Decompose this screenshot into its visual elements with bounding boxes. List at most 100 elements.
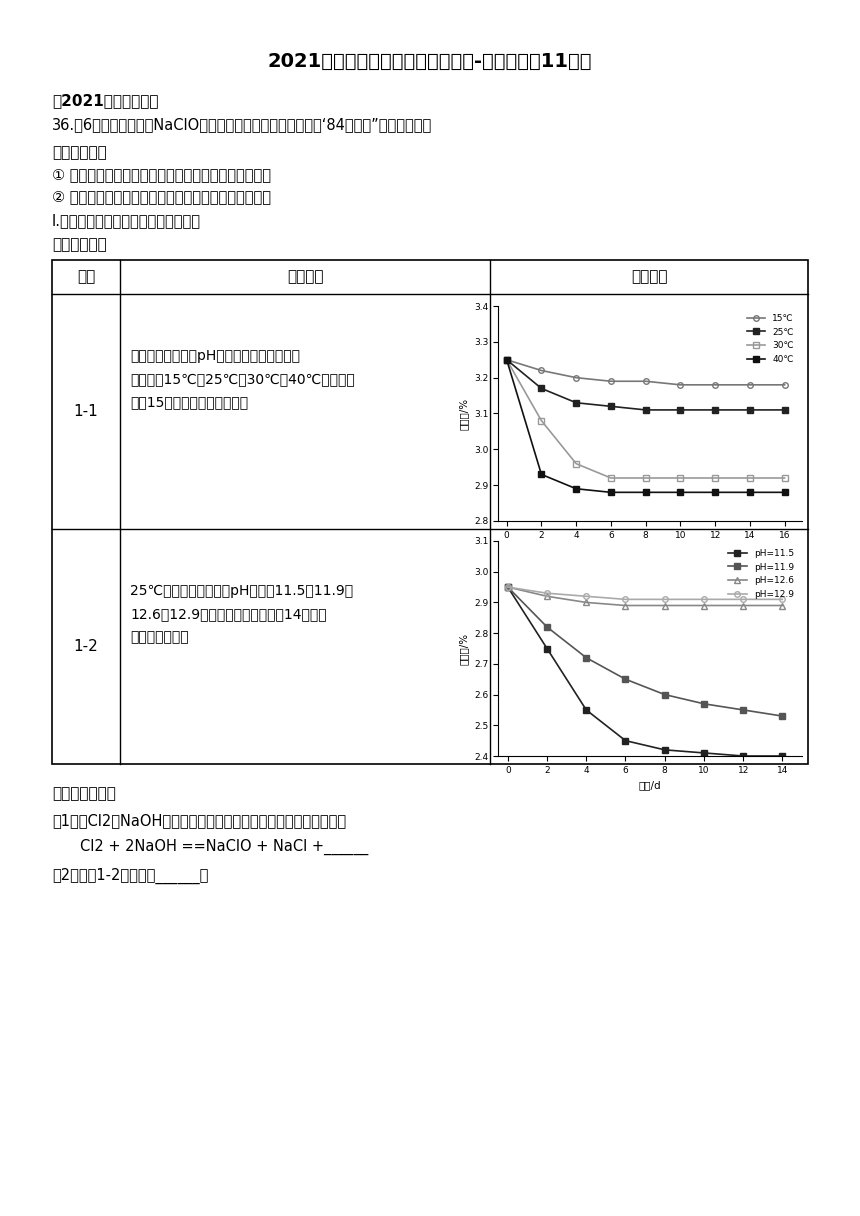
25℃ xyxy=(605,399,616,413)
15℃ xyxy=(537,364,547,378)
Text: ① 有效氯含量可用来衡量含氯消毒剂的消毒灰菌能力。: ① 有效氯含量可用来衡量含氯消毒剂的消毒灰菌能力。 xyxy=(52,167,271,182)
25℃ xyxy=(675,402,685,417)
pH=11.5 xyxy=(660,743,670,758)
pH=12.6 xyxy=(502,580,513,595)
15℃ xyxy=(779,377,789,392)
15℃ xyxy=(571,371,581,385)
X-axis label: 时间/d: 时间/d xyxy=(639,545,661,556)
40℃ xyxy=(779,485,789,500)
pH=11.9 xyxy=(699,697,710,711)
Text: ② 次氯酸钓不稳定，易分解，会导致有效氯含量降低。: ② 次氯酸钓不稳定，易分解，会导致有效氯含量降低。 xyxy=(52,188,271,204)
30℃ xyxy=(501,353,512,367)
pH=11.9 xyxy=(660,687,670,702)
40℃ xyxy=(605,485,616,500)
15℃ xyxy=(605,375,616,389)
40℃ xyxy=(675,485,685,500)
15℃ xyxy=(641,375,651,389)
30℃ xyxy=(675,471,685,485)
pH=11.9 xyxy=(542,620,552,635)
Text: 1-2: 1-2 xyxy=(74,638,98,654)
pH=11.9 xyxy=(581,651,592,665)
pH=12.6 xyxy=(660,598,670,613)
Line: pH=11.5: pH=11.5 xyxy=(505,585,785,759)
Legend: 15℃, 25℃, 30℃, 40℃: 15℃, 25℃, 30℃, 40℃ xyxy=(743,310,797,367)
Text: 在温度为15℃、25℃、30℃、40℃条件下，: 在温度为15℃、25℃、30℃、40℃条件下， xyxy=(130,372,354,385)
30℃ xyxy=(537,413,547,428)
pH=11.5 xyxy=(777,749,788,764)
pH=12.9 xyxy=(502,580,513,595)
Text: 「查阅资料」: 「查阅资料」 xyxy=(52,145,107,161)
40℃ xyxy=(745,485,755,500)
pH=12.6 xyxy=(581,595,592,609)
Text: 25℃时，取相同体积，pH分别为11.5、11.9、: 25℃时，取相同体积，pH分别为11.5、11.9、 xyxy=(130,584,353,598)
Line: 25℃: 25℃ xyxy=(504,358,788,412)
Text: 实验结果: 实验结果 xyxy=(630,270,667,285)
Line: 40℃: 40℃ xyxy=(504,358,788,495)
15℃ xyxy=(675,377,685,392)
25℃ xyxy=(745,402,755,417)
Text: 取相同体积、相同pH的次氯酸钓溶液，分别: 取相同体积、相同pH的次氯酸钓溶液，分别 xyxy=(130,349,300,364)
pH=12.9 xyxy=(660,592,670,607)
pH=11.9 xyxy=(738,703,748,717)
pH=12.9 xyxy=(738,592,748,607)
pH=12.9 xyxy=(581,589,592,603)
Y-axis label: 有效氯/%: 有效氯/% xyxy=(458,632,469,665)
pH=11.5 xyxy=(620,733,630,748)
Line: 15℃: 15℃ xyxy=(504,358,788,388)
30℃ xyxy=(641,471,651,485)
pH=11.5 xyxy=(502,580,513,595)
30℃ xyxy=(571,456,581,471)
30℃ xyxy=(605,471,616,485)
Text: （2）实验1-2的目的是______。: （2）实验1-2的目的是______。 xyxy=(52,868,208,884)
pH=11.5 xyxy=(699,745,710,760)
pH=12.9 xyxy=(542,586,552,601)
Legend: pH=11.5, pH=11.9, pH=12.6, pH=12.9: pH=11.5, pH=11.9, pH=12.6, pH=12.9 xyxy=(725,546,797,602)
pH=11.5 xyxy=(542,641,552,655)
25℃ xyxy=(710,402,721,417)
pH=11.5 xyxy=(581,703,592,717)
Text: 放畦15天，检测有效氯含量。: 放畦15天，检测有效氯含量。 xyxy=(130,395,249,409)
Text: 实验操作: 实验操作 xyxy=(286,270,323,285)
pH=12.6 xyxy=(738,598,748,613)
pH=12.6 xyxy=(777,598,788,613)
15℃ xyxy=(745,377,755,392)
X-axis label: 时间/d: 时间/d xyxy=(639,781,661,790)
Text: Cl2 + 2NaOH ==NaClO + NaCl +______: Cl2 + 2NaOH ==NaClO + NaCl +______ xyxy=(80,839,368,855)
pH=11.9 xyxy=(777,709,788,724)
pH=12.6 xyxy=(620,598,630,613)
Text: 2021年北京各区初三一模化学汇编-科学探究（11区）: 2021年北京各区初三一模化学汇编-科学探究（11区） xyxy=(267,52,593,71)
30℃ xyxy=(710,471,721,485)
25℃ xyxy=(641,402,651,417)
Text: 测有效氯含量。: 测有效氯含量。 xyxy=(130,630,188,644)
pH=12.6 xyxy=(542,589,552,603)
40℃ xyxy=(571,482,581,496)
Text: 1-1: 1-1 xyxy=(74,404,98,420)
pH=11.9 xyxy=(502,580,513,595)
Text: 「解释与结论」: 「解释与结论」 xyxy=(52,786,116,801)
Line: pH=11.9: pH=11.9 xyxy=(505,585,785,719)
25℃ xyxy=(537,381,547,395)
25℃ xyxy=(779,402,789,417)
40℃ xyxy=(710,485,721,500)
pH=12.9 xyxy=(620,592,630,607)
Line: pH=12.6: pH=12.6 xyxy=(505,585,785,608)
40℃ xyxy=(641,485,651,500)
Y-axis label: 有效氯/%: 有效氯/% xyxy=(458,398,469,429)
Line: 30℃: 30℃ xyxy=(504,358,788,480)
25℃ xyxy=(571,395,581,410)
Line: pH=12.9: pH=12.9 xyxy=(505,585,785,602)
15℃ xyxy=(501,353,512,367)
Text: （1）用Cl2和NaOH溶液制备次氯酸钓，补全其反应的化学方程式：: （1）用Cl2和NaOH溶液制备次氯酸钓，补全其反应的化学方程式： xyxy=(52,814,346,828)
pH=12.9 xyxy=(777,592,788,607)
15℃ xyxy=(710,377,721,392)
Text: 36.（6分）次氯酸钓（NaClO）是常用的含氯消毒剂之一，是‘84消毒液”的有效成分。: 36.（6分）次氯酸钓（NaClO）是常用的含氯消毒剂之一，是‘84消毒液”的有… xyxy=(52,117,433,133)
30℃ xyxy=(745,471,755,485)
Text: 12.6、12.9的次氯酸钓溶液，放畦14天，检: 12.6、12.9的次氯酸钓溶液，放畦14天，检 xyxy=(130,607,327,621)
30℃ xyxy=(779,471,789,485)
40℃ xyxy=(537,467,547,482)
Text: 「进行实验」: 「进行实验」 xyxy=(52,237,107,252)
Text: 序号: 序号 xyxy=(77,270,95,285)
Text: I.探究次氯酸钓溶液稳定性的影响因素: I.探究次氯酸钓溶液稳定性的影响因素 xyxy=(52,213,201,229)
40℃ xyxy=(501,353,512,367)
pH=11.5 xyxy=(738,749,748,764)
